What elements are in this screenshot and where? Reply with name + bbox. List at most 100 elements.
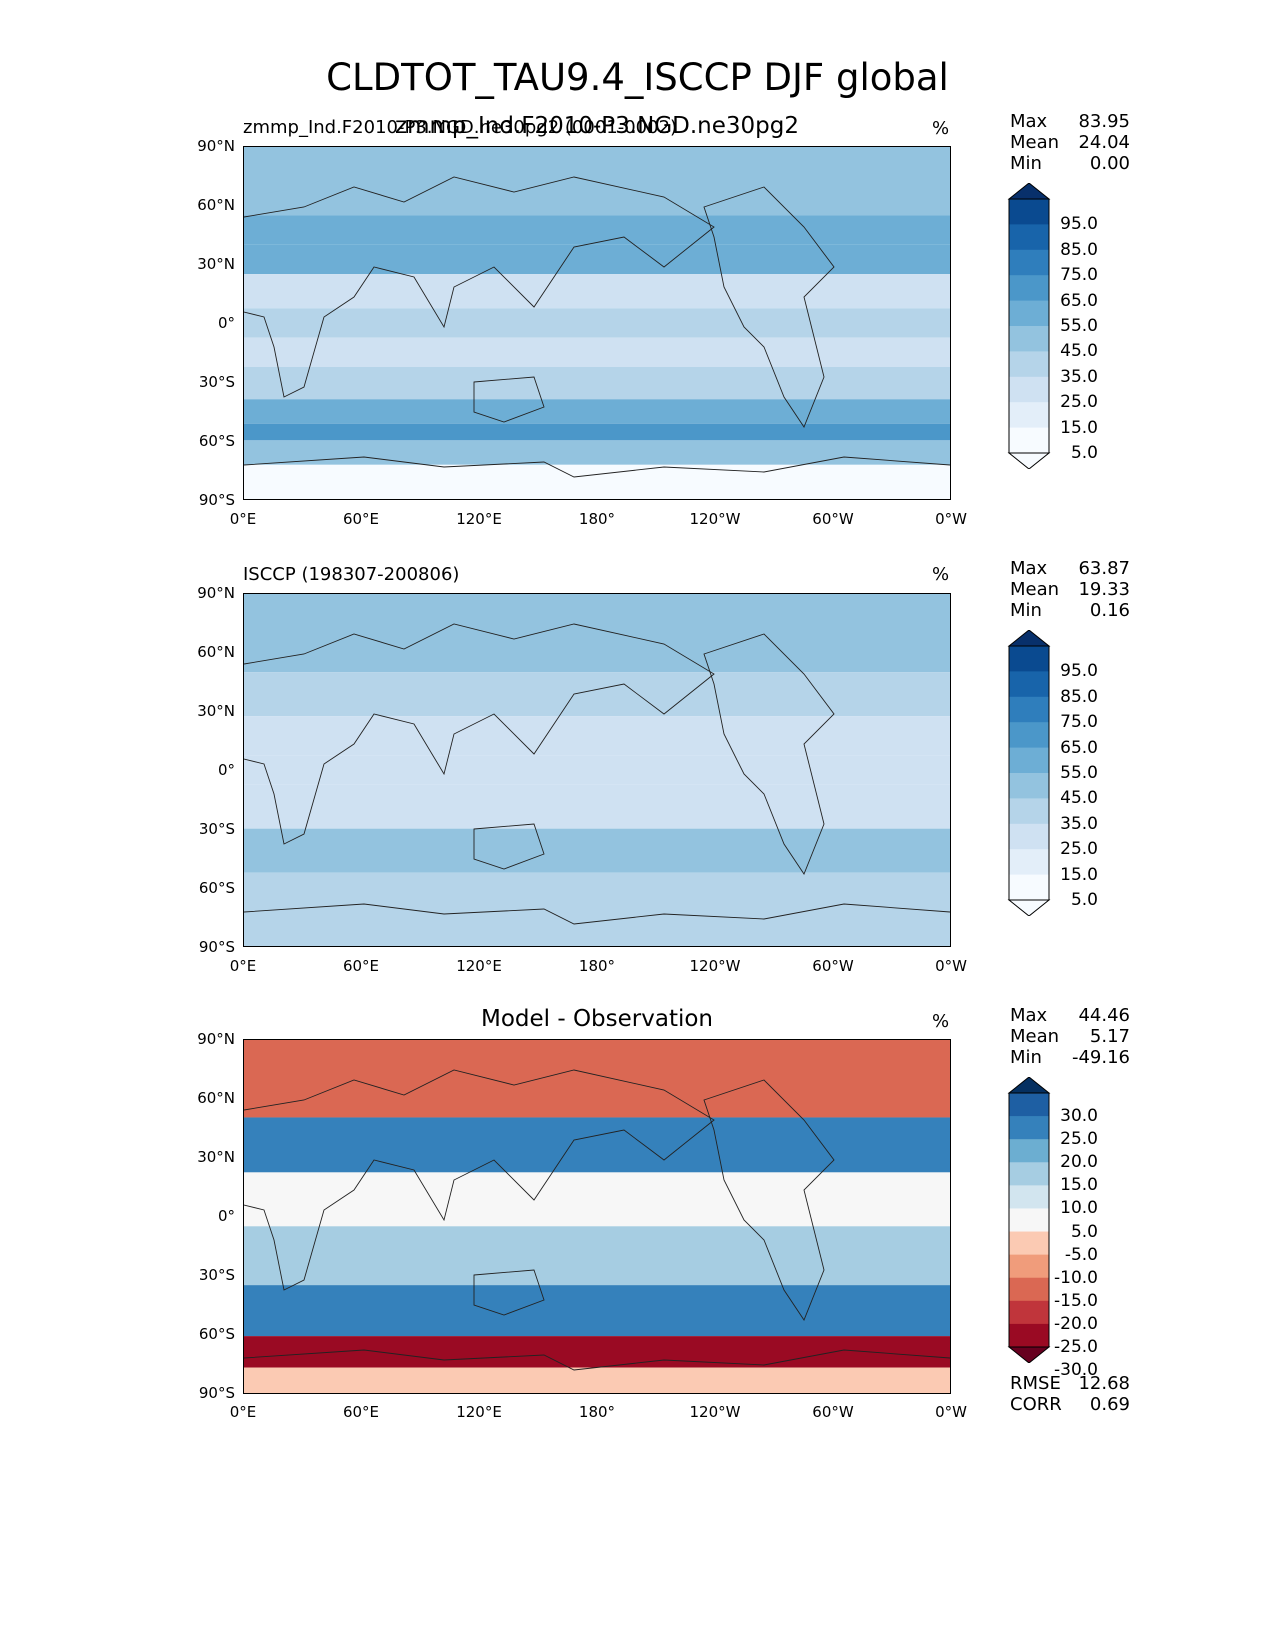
panel-diff-map [243,1039,951,1394]
colorbar-tick-label: 5.0 [1070,890,1098,910]
zonal-band [244,672,950,717]
coastline [244,1349,950,1371]
colorbar-swatch [1009,646,1049,672]
panel-diff-rmse-value: 12.68 [1078,1373,1130,1394]
y-tick-label: 90°S [198,938,235,956]
x-tick-label: 60°W [812,1403,854,1421]
colorbar-swatch [1009,773,1049,799]
zonal-band [244,423,950,441]
colorbar-outline [1008,645,1050,901]
colorbar-swatch [1009,427,1049,454]
colorbar-swatch [1009,849,1049,876]
y-tick-label: 0° [217,1207,235,1225]
colorbar-swatch [1009,1093,1049,1117]
panel-obs-max-value: 63.87 [1078,558,1130,579]
coastline [473,823,545,870]
colorbar-extend-top [1007,1077,1051,1094]
colorbar-swatch [1009,1277,1049,1302]
x-tick-label: 60°W [812,510,854,528]
x-tick-label: 60°E [342,510,380,528]
coastline [244,176,715,398]
colorbar-swatch [1009,874,1049,901]
panel-diff-rmse-label: RMSE [1010,1373,1061,1394]
colorbar-swatch [1009,402,1049,429]
panel-diff-min-value: -49.16 [1071,1047,1130,1068]
zonal-band [244,1040,950,1118]
zonal-band [244,902,950,946]
x-tick-label: 0°E [229,510,257,528]
colorbar-extend-bottom [1007,899,1051,916]
y-tick-label: 0° [217,761,235,779]
x-tick-label: 120°E [456,1403,502,1421]
x-tick-label: 180° [578,957,616,975]
colorbar-tick-label: 85.0 [1060,239,1098,260]
y-tick-label: 30°S [198,820,235,838]
x-tick-label: 180° [578,1403,616,1421]
x-tick-label: 60°E [342,1403,380,1421]
zonal-band [244,828,950,873]
panel-model-min-label: Min [1010,153,1042,174]
x-tick-label: 120°E [456,510,502,528]
panel-diff-max-label: Max [1010,1005,1048,1026]
zonal-band [244,147,950,216]
coastline [703,633,835,875]
zonal-band [244,1336,950,1368]
zonal-band [244,464,950,499]
zonal-band [244,308,950,338]
zonal-band [244,1117,950,1173]
colorbar-tick-label: -10.0 [1054,1267,1098,1288]
panel-obs-mean-label: Mean [1010,579,1060,600]
colorbar-swatch [1009,249,1049,276]
panel-model-max-value: 83.95 [1078,111,1130,132]
colorbar-extend-top [1007,183,1051,200]
panel-obs-map-field [244,594,950,946]
colorbar-tick-label: 30.0 [1060,1106,1098,1127]
zonal-band [244,399,950,424]
colorbar-tick-label: 25.0 [1060,1129,1098,1150]
colorbar-swatch [1009,326,1049,352]
panel-diff-min-label: Min [1010,1047,1042,1068]
x-tick-label: 60°E [342,957,380,975]
panel-model-max-label: Max [1010,111,1048,132]
zonal-band [244,1285,950,1337]
colorbar-tick-label: 45.0 [1060,341,1098,362]
x-tick-label: 120°W [689,1403,741,1421]
colorbar-tick-label: 65.0 [1060,290,1098,311]
colorbar-tick-label: 25.0 [1060,392,1098,413]
colorbar-tick-label: 5.0 [1070,1221,1098,1242]
colorbar-swatch [1009,1323,1049,1348]
coastline [244,1069,715,1291]
panel-model-mean-label: Mean [1010,132,1060,153]
coastline [244,623,715,845]
y-tick-label: 0° [217,314,235,332]
colorbar-tick-label: 65.0 [1060,737,1098,758]
y-tick-label: 60°S [198,879,235,897]
colorbar-swatch [1009,199,1049,225]
panel-diff-corr-label: CORR [1010,1394,1062,1415]
colorbar-tick-label: 15.0 [1060,864,1098,885]
colorbar-swatch [1009,275,1049,302]
colorbar-swatch [1009,1185,1049,1209]
panel-obs-max-label: Max [1010,558,1048,579]
zonal-band [244,440,950,465]
y-tick-label: 30°N [197,1148,235,1166]
colorbar-swatch [1009,696,1049,723]
y-tick-label: 30°N [197,255,235,273]
y-tick-label: 30°S [198,373,235,391]
colorbar-swatch [1009,671,1049,698]
x-tick-label: 120°E [456,957,502,975]
y-tick-label: 90°N [197,137,235,155]
colorbar-tick-label: 35.0 [1060,366,1098,387]
x-tick-label: 60°W [812,957,854,975]
colorbar-swatch [1009,1116,1049,1140]
colorbar-tick-label: 95.0 [1060,214,1098,235]
y-tick-label: 60°S [198,432,235,450]
colorbar-tick-label: -25.0 [1054,1337,1098,1357]
colorbar-tick-label: 20.0 [1060,1152,1098,1173]
coastline [244,456,950,478]
panel-model-map-field [244,147,950,499]
panel-diff-max-value: 44.46 [1078,1005,1130,1026]
panel-diff-units: % [932,1011,950,1032]
y-tick-label: 90°N [197,1030,235,1048]
